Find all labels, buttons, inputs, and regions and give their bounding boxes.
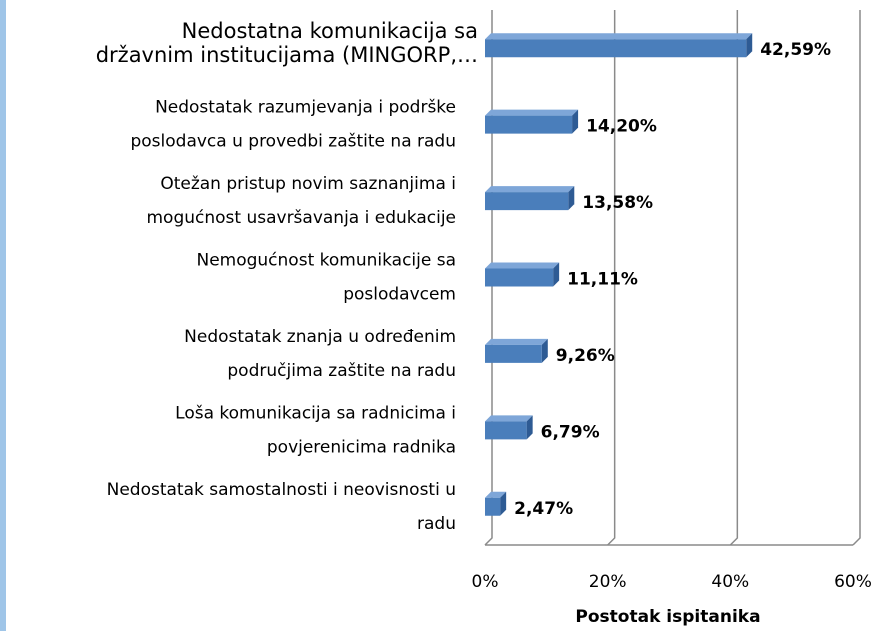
y-tick-label: mogućnost usavršavanja i edukacije (146, 208, 456, 228)
bar (485, 109, 579, 134)
bar-front (485, 39, 747, 58)
y-tick-label: Loša komunikacija sa radnicima i (175, 403, 456, 423)
bar (485, 33, 753, 58)
x-axis-title: Postotak ispitanika (575, 607, 760, 627)
bar (485, 415, 533, 440)
y-tick-label: područjima zaštite na radu (227, 361, 456, 381)
grid-line (607, 10, 616, 546)
bar-front (485, 497, 501, 516)
y-tick-label: Nedostatak znanja u određenim (184, 327, 456, 347)
y-tick-label: Nedostatak razumjevanja i podrške (155, 98, 456, 118)
y-tick-label: poslodavcem (343, 285, 456, 305)
bar-top (485, 262, 560, 269)
y-tick-label: radu (417, 514, 456, 534)
bar (485, 262, 560, 287)
bar-side (500, 491, 507, 516)
bar-side (541, 338, 548, 363)
x-tick-label: 0% (472, 572, 499, 592)
bar (485, 186, 575, 211)
bar-front (485, 268, 554, 287)
value-label: 42,59% (760, 40, 831, 60)
bar (485, 491, 507, 516)
bar-top (485, 338, 548, 345)
value-label: 14,20% (586, 117, 657, 137)
grid-line (484, 10, 493, 546)
y-tick-label: poslodavca u provedbi zaštite na radu (130, 132, 456, 152)
y-tick-label: Nedostatak samostalnosti i neovisnosti u (107, 480, 456, 500)
bar-top (485, 415, 533, 422)
bar (485, 338, 548, 363)
value-label: 2,47% (514, 499, 573, 519)
grid-line (852, 10, 861, 546)
y-tick-label: Nedostatna komunikacija sa (182, 19, 478, 43)
value-label: 13,58% (582, 193, 653, 213)
bar-side (572, 109, 579, 134)
y-tick-label: Nemogućnost komunikacije sa (196, 251, 456, 271)
value-label: 6,79% (541, 422, 600, 442)
grid-line (729, 10, 739, 546)
y-tick-label: Otežan pristup novim saznanjima i (160, 174, 456, 194)
x-tick-label: 20% (589, 572, 627, 592)
y-tick-label: povjerenicima radnika (267, 437, 456, 457)
bar-side (553, 262, 560, 287)
y-tick-label: državnim institucijama (MINGORP,… (96, 43, 478, 67)
bar-front (485, 421, 527, 440)
x-tick-label: 40% (711, 572, 749, 592)
bar-top (485, 491, 507, 498)
value-label: 9,26% (556, 346, 615, 366)
x-tick-label: 60% (834, 572, 872, 592)
bar-front (485, 192, 569, 211)
bar-top (485, 109, 579, 116)
bar-front (485, 115, 573, 134)
bar-side (526, 415, 533, 440)
bar-front (485, 344, 542, 363)
bar-side (568, 186, 575, 211)
bar-side (746, 33, 753, 58)
bar-top (485, 186, 575, 193)
bar-top (485, 33, 753, 40)
frame-edge (0, 0, 6, 631)
value-label: 11,11% (567, 270, 638, 290)
